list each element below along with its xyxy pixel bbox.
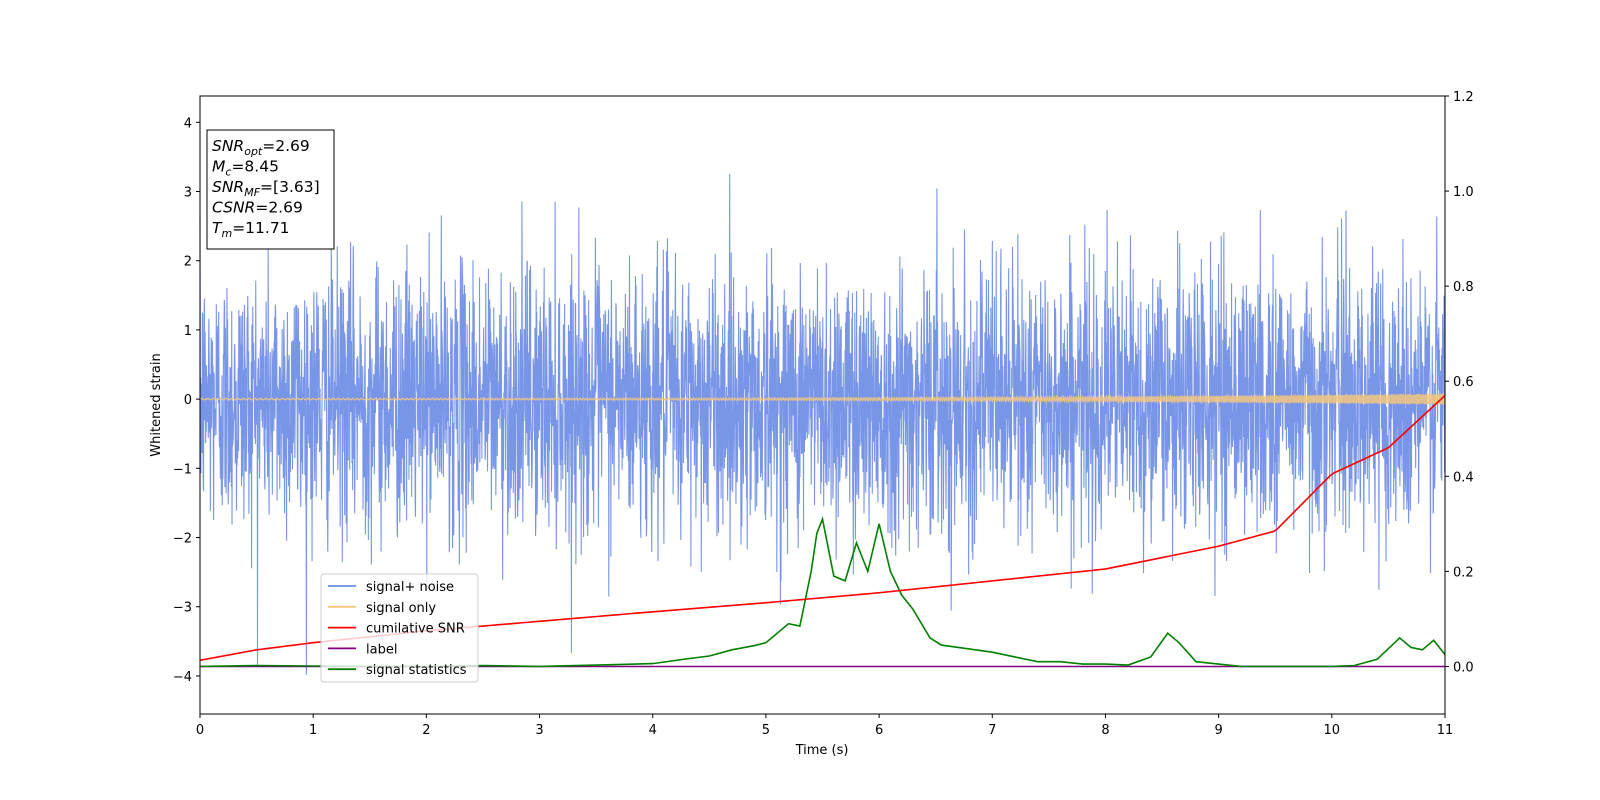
annotation-value: =8.45 — [231, 158, 279, 176]
x-tick-label: 2 — [422, 723, 430, 738]
annotation-value: =2.69 — [255, 199, 303, 217]
y2-tick-label: 1.0 — [1453, 185, 1474, 200]
y-tick-label: −3 — [173, 601, 192, 616]
y-tick-label: 0 — [184, 393, 192, 408]
y-tick-label: 3 — [184, 186, 192, 201]
annotation-box: SNRopt=2.69Mc=8.45SNRMF=[3.63]CSNR=2.69T… — [206, 129, 335, 250]
x-tick-label: 9 — [1214, 723, 1222, 738]
legend-label: signal+ noise — [366, 580, 454, 595]
y2-axis-ticks: 1.2 1.0 0.8 0.6 0.4 0.2 0.0 — [1445, 90, 1474, 675]
annotation-line: Mc=8.45 — [212, 158, 279, 179]
annotation-symbol: CSNR — [212, 199, 255, 217]
y-tick-label: 1 — [184, 324, 192, 339]
annotation-box-frame — [206, 129, 335, 250]
x-axis-ticks: 0 1 2 3 4 5 6 7 8 9 10 11 — [196, 714, 1453, 738]
y-axis-label: Whitened strain — [149, 353, 164, 456]
x-tick-label: 5 — [762, 723, 770, 738]
legend-label: label — [366, 642, 397, 657]
x-axis-label: Time (s) — [795, 743, 849, 758]
annotation-symbol: SNR — [212, 178, 244, 196]
x-tick-label: 8 — [1101, 723, 1109, 738]
legend-label: cumilative SNR — [366, 622, 465, 637]
x-tick-label: 10 — [1324, 723, 1341, 738]
series-line-signal-statistics — [199, 516, 1446, 668]
y-tick-label: 2 — [184, 255, 192, 270]
y-axis-ticks: 4 3 2 1 0 −1 −2 −3 −4 — [173, 116, 200, 685]
legend-label: signal only — [366, 601, 436, 616]
y2-tick-label: 0.6 — [1453, 375, 1474, 390]
y-tick-label: 4 — [184, 116, 192, 131]
x-tick-label: 6 — [875, 723, 883, 738]
axes-frame — [199, 95, 1446, 715]
legend: signal+ noise signal only cumilative SNR la… — [320, 573, 479, 683]
y2-tick-label: 0.2 — [1453, 565, 1474, 580]
y2-tick-label: 1.2 — [1453, 90, 1474, 105]
y2-tick-label: 0.8 — [1453, 280, 1474, 295]
x-tick-label: 11 — [1437, 723, 1454, 738]
annotation-value: =2.69 — [262, 137, 310, 155]
y-tick-label: −2 — [173, 532, 192, 547]
y2-tick-label: 0.0 — [1453, 660, 1474, 675]
y-tick-label: −4 — [173, 670, 192, 685]
series-line-signal-only — [199, 392, 1446, 406]
annotation-subscript: MF — [244, 186, 260, 199]
x-tick-label: 3 — [535, 723, 543, 738]
x-tick-label: 7 — [988, 723, 996, 738]
annotation-symbol: M — [212, 158, 225, 176]
annotation-line: SNRMF=[3.63] — [212, 178, 320, 199]
annotation-symbol: T — [212, 219, 223, 237]
annotation-value: =[3.63] — [260, 178, 320, 196]
x-tick-label: 0 — [196, 723, 204, 738]
annotation-subscript: c — [225, 166, 231, 179]
x-tick-label: 1 — [309, 723, 317, 738]
annotation-line: Tm=11.71 — [212, 219, 290, 240]
y2-tick-label: 0.4 — [1453, 470, 1474, 485]
annotation-line: SNRopt=2.69 — [212, 137, 310, 158]
legend-label: signal statistics — [366, 663, 467, 678]
annotation-line: CSNR=2.69 — [212, 199, 303, 217]
legend-frame — [320, 573, 479, 683]
annotation-subscript: opt — [244, 145, 263, 158]
annotation-symbol: SNR — [212, 137, 244, 155]
annotation-value: =11.71 — [232, 219, 289, 237]
y-tick-label: −1 — [173, 462, 192, 477]
x-tick-label: 4 — [649, 723, 657, 738]
annotation-subscript: m — [221, 227, 232, 240]
